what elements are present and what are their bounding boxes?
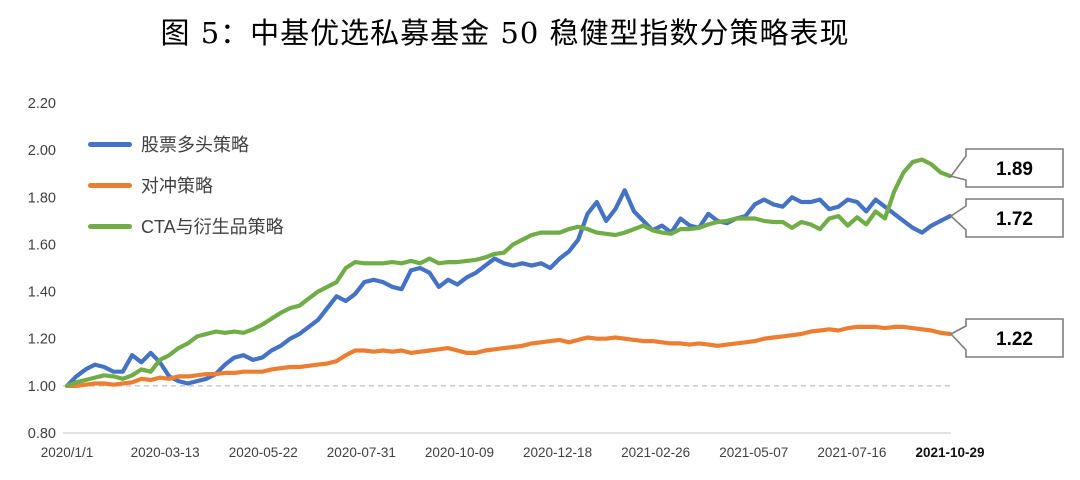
legend-label-hedge: 对冲策略 xyxy=(141,175,213,196)
y-tick-label: 2.00 xyxy=(28,143,56,159)
end-value-callout xyxy=(949,148,1064,188)
x-tick-label: 2020-07-31 xyxy=(327,445,396,460)
x-tick-label: 2020-12-18 xyxy=(523,445,592,460)
legend: 股票多头策略 对冲策略 CTA与衍生品策略 xyxy=(88,124,284,247)
y-tick-label: 1.80 xyxy=(28,190,56,206)
cta-line-swatch xyxy=(88,224,132,229)
y-tick-label: 1.60 xyxy=(28,237,56,253)
legend-label-stock-long: 股票多头策略 xyxy=(141,134,249,155)
series-line-1 xyxy=(64,324,953,388)
series-line-2 xyxy=(64,157,953,388)
y-tick-label: 1.00 xyxy=(28,379,56,395)
x-tick-label: 2020-10-09 xyxy=(425,445,494,460)
x-tick-label: 2021-07-16 xyxy=(817,445,886,460)
callout-value-label: 1.72 xyxy=(996,209,1033,230)
legend-item-cta-derivatives-strategy: CTA与衍生品策略 xyxy=(88,206,284,247)
x-tick-label: 2021-05-07 xyxy=(719,445,788,460)
x-tick-label: 2020/1/1 xyxy=(41,445,94,460)
x-tick-label: 2020-03-13 xyxy=(131,445,200,460)
stock-long-line-swatch xyxy=(88,142,132,147)
callout-value-label: 1.89 xyxy=(996,159,1033,180)
y-tick-label: 0.80 xyxy=(28,426,56,442)
y-tick-label: 1.20 xyxy=(28,332,56,348)
legend-item-stock-long-strategy: 股票多头策略 xyxy=(88,124,284,165)
end-value-callout xyxy=(949,318,1064,358)
hedge-line-swatch xyxy=(88,183,132,188)
y-tick-label: 2.20 xyxy=(28,96,56,112)
end-value-callout xyxy=(949,198,1064,238)
x-tick-label: 2021-02-26 xyxy=(621,445,690,460)
chart-title: 图 5：中基优选私募基金 50 稳健型指数分策略表现 xyxy=(160,16,850,50)
legend-item-hedge-strategy: 对冲策略 xyxy=(88,165,284,206)
y-tick-label: 1.40 xyxy=(28,285,56,301)
x-tick-label: 2021-10-29 xyxy=(915,445,984,460)
callout-value-label: 1.22 xyxy=(996,329,1033,350)
x-tick-label: 2020-05-22 xyxy=(229,445,298,460)
legend-label-cta: CTA与衍生品策略 xyxy=(141,216,284,237)
